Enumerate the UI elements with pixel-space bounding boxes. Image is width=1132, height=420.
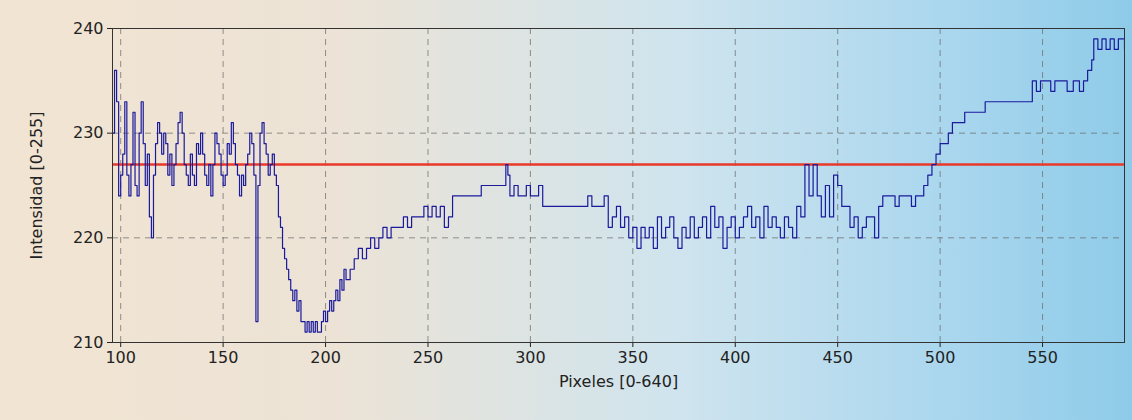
- svg-text:230: 230: [73, 123, 104, 142]
- svg-text:210: 210: [73, 333, 104, 352]
- svg-text:Pixeles [0-640]: Pixeles [0-640]: [559, 372, 678, 391]
- svg-text:200: 200: [310, 348, 341, 367]
- svg-text:500: 500: [925, 348, 956, 367]
- svg-text:550: 550: [1027, 348, 1058, 367]
- svg-text:450: 450: [822, 348, 853, 367]
- svg-text:100: 100: [105, 348, 136, 367]
- svg-text:400: 400: [720, 348, 751, 367]
- svg-text:150: 150: [208, 348, 239, 367]
- svg-text:350: 350: [618, 348, 649, 367]
- svg-text:220: 220: [73, 228, 104, 247]
- svg-text:240: 240: [73, 19, 104, 38]
- svg-text:250: 250: [413, 348, 444, 367]
- svg-text:Intensidad [0-255]: Intensidad [0-255]: [27, 111, 46, 259]
- svg-text:300: 300: [515, 348, 546, 367]
